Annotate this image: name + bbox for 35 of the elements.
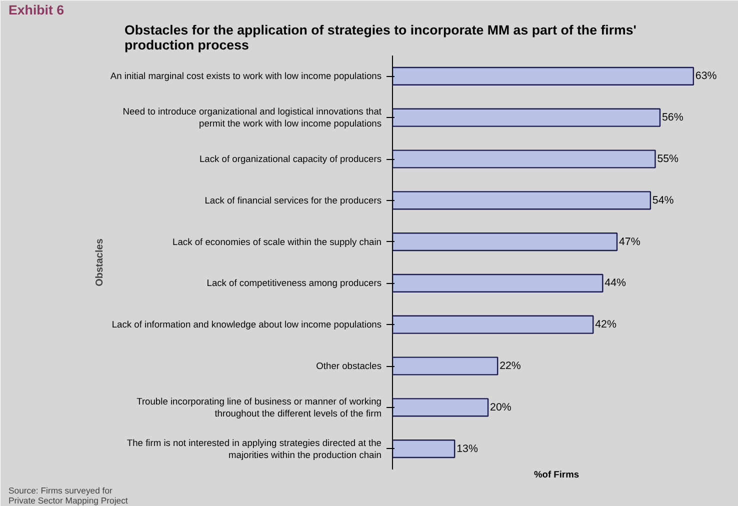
data-label: 55% [657, 153, 680, 165]
bar [392, 150, 656, 168]
data-label: 47% [618, 236, 641, 248]
y-tick-label: Lack of financial services for the producers [204, 195, 382, 206]
bar [392, 315, 594, 334]
bar [392, 274, 604, 292]
bar [392, 440, 456, 458]
data-label: 42% [595, 318, 617, 331]
data-label: 44% [604, 277, 627, 290]
bar [392, 108, 661, 127]
x-axis-title: %of Firms [534, 470, 580, 480]
data-label: 54% [652, 194, 674, 206]
data-label: 56% [662, 112, 684, 124]
data-label: 20% [490, 401, 512, 414]
text: Exhibit 6 [8, 2, 64, 18]
bar [392, 398, 489, 417]
bar [392, 356, 498, 376]
bar [392, 66, 694, 86]
data-label: 13% [456, 442, 478, 455]
bar [392, 191, 652, 210]
y-tick-label: The firm is not interested in applying strategies directed at the majorities within the production chain [126, 438, 382, 460]
y-tick-label: Lack of organizational capacity of producers [199, 154, 382, 164]
y-tick-label: Lack of economies of scale within the supply chain [172, 236, 382, 247]
y-tick-label: Other obstacles [316, 361, 382, 371]
data-label: 22% [500, 360, 522, 372]
y-tick-label: Trouble incorporating line of business or manner of working throughout the different levels of the firm [136, 396, 382, 418]
y-tick-label: Lack of information and knowledge about low income populations [112, 320, 382, 330]
source-note: Source: Firms surveyed for Private Sector Mapping Project [8, 486, 128, 506]
y-tick-label: An initial marginal cost exists to work with low income populations [110, 71, 382, 82]
bar [392, 232, 618, 252]
data-label: 63% [695, 70, 718, 82]
y-tick-label: Lack of competitiveness among producers [206, 278, 382, 288]
y-tick-label: Need to introduce organizational and logistical innovations that permit the work with low income populations [122, 106, 382, 129]
y-axis-title: Obstacles [94, 238, 106, 286]
chart-title: Obstacles for the application of strategies to incorporate MM as part of the firms' production process [124, 22, 636, 52]
